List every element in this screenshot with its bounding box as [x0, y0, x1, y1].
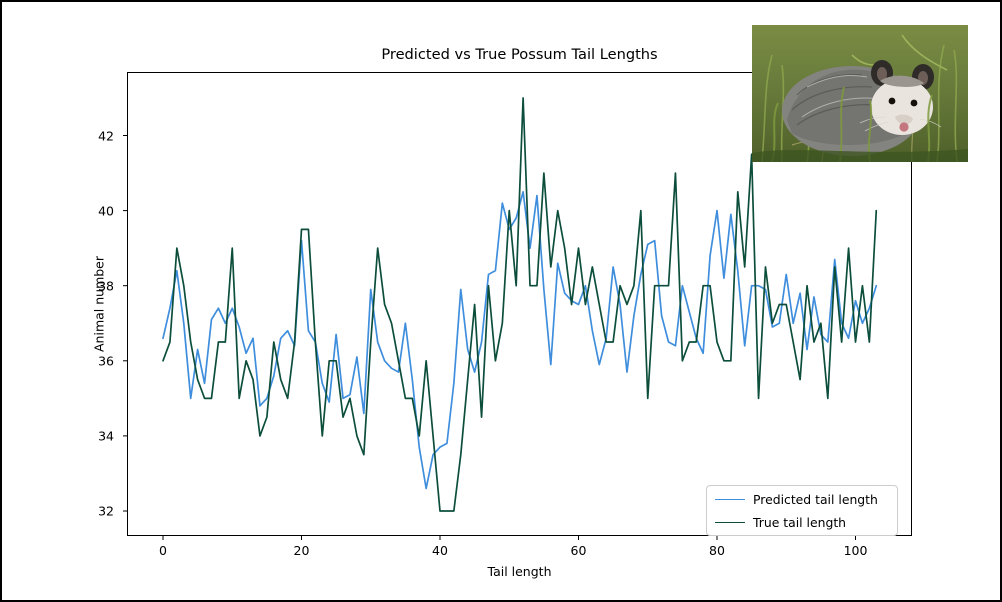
legend-item-predicted: Predicted tail length: [715, 490, 889, 508]
y-axis-label: Animal number: [91, 255, 107, 353]
chart-title: Predicted vs True Possum Tail Lengths: [381, 46, 658, 63]
y-tick-label: 40: [98, 203, 114, 219]
grass-foreground: [752, 149, 968, 162]
x-tick-label: 60: [570, 543, 587, 558]
true-line-swatch: [715, 521, 745, 523]
possum: [782, 60, 942, 156]
legend-label-true: True tail length: [753, 514, 847, 530]
possum-photo: [752, 25, 968, 162]
predicted-line-swatch: [715, 498, 745, 500]
x-tick-label: 40: [432, 543, 448, 558]
legend-item-true: True tail length: [715, 513, 889, 531]
x-tick-label: 20: [293, 543, 310, 558]
x-tick-label: 100: [843, 543, 868, 558]
y-tick-label: 36: [98, 353, 114, 369]
legend: Predicted tail length True tail length: [706, 485, 898, 536]
y-tick-label: 34: [98, 428, 114, 444]
x-axis-label: Tail length: [487, 564, 552, 579]
legend-label-predicted: Predicted tail length: [753, 491, 878, 507]
y-tick-label: 32: [98, 503, 114, 519]
x-tick-label: 0: [159, 543, 167, 558]
y-tick-label: 42: [98, 128, 114, 143]
x-tick-label: 80: [709, 543, 725, 558]
y-tick-label: 38: [98, 278, 114, 294]
